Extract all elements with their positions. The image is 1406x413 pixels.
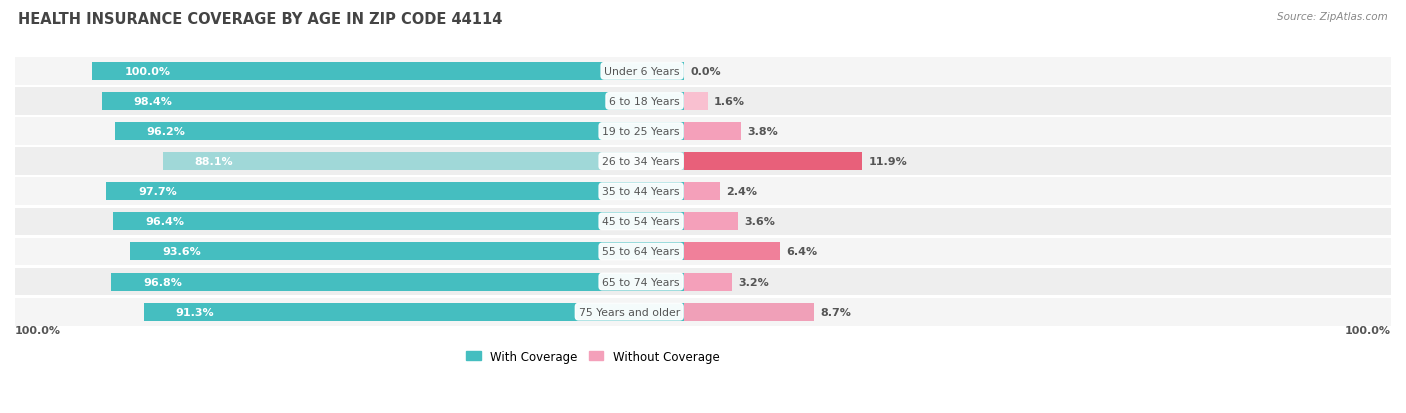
Text: 2.4%: 2.4% — [725, 187, 758, 197]
Bar — [115, 123, 683, 141]
Bar — [683, 243, 780, 261]
Bar — [683, 273, 731, 291]
Bar — [143, 303, 683, 321]
Bar — [93, 63, 683, 81]
Text: 3.6%: 3.6% — [744, 217, 775, 227]
Bar — [683, 183, 720, 201]
Legend: With Coverage, Without Coverage: With Coverage, Without Coverage — [461, 345, 724, 368]
Text: 0.0%: 0.0% — [690, 66, 721, 77]
Text: 19 to 25 Years: 19 to 25 Years — [602, 127, 681, 137]
Text: 91.3%: 91.3% — [176, 307, 214, 317]
Bar — [15, 208, 1391, 236]
Bar — [683, 93, 707, 111]
Bar — [163, 153, 683, 171]
Text: 11.9%: 11.9% — [869, 157, 907, 167]
Bar — [15, 178, 1391, 206]
Text: 1.6%: 1.6% — [714, 97, 745, 107]
Text: 88.1%: 88.1% — [194, 157, 233, 167]
Text: 96.2%: 96.2% — [146, 127, 186, 137]
Bar — [15, 118, 1391, 145]
Bar — [15, 148, 1391, 176]
Text: 100.0%: 100.0% — [15, 325, 60, 335]
Text: 6.4%: 6.4% — [786, 247, 817, 257]
Text: 93.6%: 93.6% — [162, 247, 201, 257]
Text: 8.7%: 8.7% — [821, 307, 852, 317]
Text: 100.0%: 100.0% — [1346, 325, 1391, 335]
Text: HEALTH INSURANCE COVERAGE BY AGE IN ZIP CODE 44114: HEALTH INSURANCE COVERAGE BY AGE IN ZIP … — [18, 12, 503, 27]
Text: Under 6 Years: Under 6 Years — [605, 66, 681, 77]
Bar — [15, 58, 1391, 85]
Bar — [101, 93, 683, 111]
Text: 100.0%: 100.0% — [124, 66, 170, 77]
Bar — [15, 268, 1391, 296]
Bar — [15, 238, 1391, 266]
Text: 3.8%: 3.8% — [747, 127, 778, 137]
Text: 65 to 74 Years: 65 to 74 Years — [602, 277, 681, 287]
Bar — [683, 213, 738, 231]
Text: 6 to 18 Years: 6 to 18 Years — [609, 97, 681, 107]
Text: 35 to 44 Years: 35 to 44 Years — [602, 187, 681, 197]
Bar — [129, 243, 683, 261]
Text: 3.2%: 3.2% — [738, 277, 769, 287]
Bar — [683, 123, 741, 141]
Text: 96.8%: 96.8% — [143, 277, 183, 287]
Text: 55 to 64 Years: 55 to 64 Years — [602, 247, 681, 257]
Bar — [15, 298, 1391, 326]
Text: 26 to 34 Years: 26 to 34 Years — [602, 157, 681, 167]
Bar — [114, 213, 683, 231]
Bar — [105, 183, 683, 201]
Bar — [111, 273, 683, 291]
Bar — [683, 153, 862, 171]
Text: 45 to 54 Years: 45 to 54 Years — [602, 217, 681, 227]
Text: 96.4%: 96.4% — [146, 217, 184, 227]
Text: 75 Years and older: 75 Years and older — [579, 307, 681, 317]
Text: 98.4%: 98.4% — [134, 97, 173, 107]
Text: Source: ZipAtlas.com: Source: ZipAtlas.com — [1277, 12, 1388, 22]
Bar — [683, 303, 814, 321]
Bar — [15, 88, 1391, 116]
Text: 97.7%: 97.7% — [138, 187, 177, 197]
